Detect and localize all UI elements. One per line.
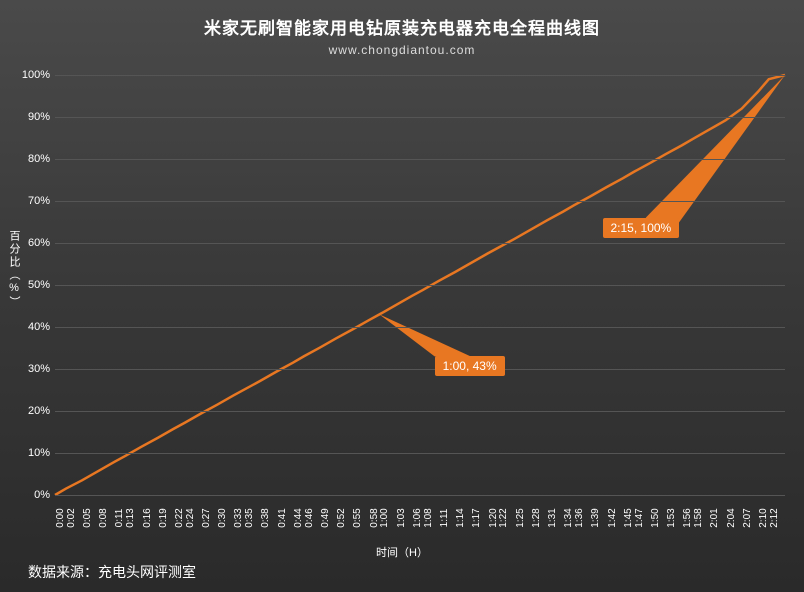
- x-tick-label: 0:35: [244, 508, 255, 527]
- x-tick-label: 1:58: [693, 508, 704, 527]
- x-tick-label: 2:12: [769, 508, 780, 527]
- x-tick-label: 1:08: [423, 508, 434, 527]
- y-tick-label: 60%: [20, 237, 50, 249]
- x-axis-label: 时间（H）: [0, 544, 804, 560]
- x-tick-label: 1:20: [488, 508, 499, 527]
- x-tick-label: 2:10: [758, 508, 769, 527]
- x-tick-label: 1:53: [666, 508, 677, 527]
- x-tick-label: 1:25: [515, 508, 526, 527]
- x-tick-label: 2:01: [709, 508, 720, 527]
- y-tick-label: 70%: [20, 195, 50, 207]
- x-tick-label: 0:46: [304, 508, 315, 527]
- x-tick-label: 1:00: [379, 508, 390, 527]
- callout-pointer: [379, 314, 470, 356]
- x-tick-label: 1:31: [547, 508, 558, 527]
- x-tick-label: 1:39: [590, 508, 601, 527]
- x-tick-label: 0:22: [174, 508, 185, 527]
- x-tick-label: 0:49: [320, 508, 331, 527]
- x-tick-label: 0:33: [233, 508, 244, 527]
- x-tick-label: 0:52: [336, 508, 347, 527]
- x-tick-label: 2:04: [726, 508, 737, 527]
- gridline: [55, 453, 785, 454]
- data-source: 数据来源：充电头网评测室: [28, 562, 196, 582]
- x-tick-label: 0:44: [293, 508, 304, 527]
- x-tick-label: 0:55: [352, 508, 363, 527]
- gridline: [55, 285, 785, 286]
- x-tick-label: 1:47: [634, 508, 645, 527]
- x-tick-label: 0:30: [217, 508, 228, 527]
- x-tick-label: 0:05: [82, 508, 93, 527]
- y-tick-label: 50%: [20, 279, 50, 291]
- gridline: [55, 327, 785, 328]
- x-tick-label: 0:27: [201, 508, 212, 527]
- y-tick-label: 0%: [20, 489, 50, 501]
- x-tick-label: 1:50: [650, 508, 661, 527]
- x-tick-label: 1:17: [471, 508, 482, 527]
- gridline: [55, 159, 785, 160]
- callout-pointer: [646, 75, 785, 229]
- gridline: [55, 117, 785, 118]
- y-tick-label: 90%: [20, 111, 50, 123]
- y-tick-label: 80%: [20, 153, 50, 165]
- x-tick-label: 0:02: [66, 508, 77, 527]
- x-tick-label: 1:03: [396, 508, 407, 527]
- x-tick-label: 0:24: [185, 508, 196, 527]
- x-tick-label: 1:45: [623, 508, 634, 527]
- x-tick-label: 0:38: [260, 508, 271, 527]
- chart-plot-area: 0%10%20%30%40%50%60%70%80%90%100%0:000:0…: [55, 75, 785, 495]
- y-tick-label: 100%: [20, 69, 50, 81]
- chart-title: 米家无刷智能家用电钻原装充电器充电全程曲线图: [0, 0, 804, 39]
- x-tick-label: 1:14: [455, 508, 466, 527]
- callout-label: 1:00, 43%: [435, 356, 505, 376]
- x-tick-label: 0:19: [158, 508, 169, 527]
- y-tick-label: 40%: [20, 321, 50, 333]
- callout-label: 2:15, 100%: [603, 218, 680, 238]
- gridline: [55, 201, 785, 202]
- gridline: [55, 495, 785, 496]
- x-tick-label: 1:36: [574, 508, 585, 527]
- gridline: [55, 75, 785, 76]
- x-tick-label: 0:13: [125, 508, 136, 527]
- x-tick-label: 1:42: [607, 508, 618, 527]
- gridline: [55, 411, 785, 412]
- x-tick-label: 1:34: [563, 508, 574, 527]
- y-tick-label: 30%: [20, 363, 50, 375]
- x-tick-label: 1:06: [412, 508, 423, 527]
- x-tick-label: 1:28: [531, 508, 542, 527]
- x-tick-label: 0:58: [369, 508, 380, 527]
- x-tick-label: 0:41: [277, 508, 288, 527]
- x-tick-label: 0:16: [142, 508, 153, 527]
- x-tick-label: 1:56: [682, 508, 693, 527]
- gridline: [55, 243, 785, 244]
- x-tick-label: 0:00: [55, 508, 66, 527]
- chart-subtitle: www.chongdiantou.com: [0, 39, 804, 57]
- x-tick-label: 2:07: [742, 508, 753, 527]
- gridline: [55, 369, 785, 370]
- y-tick-label: 10%: [20, 447, 50, 459]
- x-tick-label: 1:11: [439, 509, 450, 528]
- x-tick-label: 0:11: [114, 509, 125, 528]
- x-tick-label: 1:22: [498, 508, 509, 527]
- x-tick-label: 0:08: [98, 508, 109, 527]
- y-tick-label: 20%: [20, 405, 50, 417]
